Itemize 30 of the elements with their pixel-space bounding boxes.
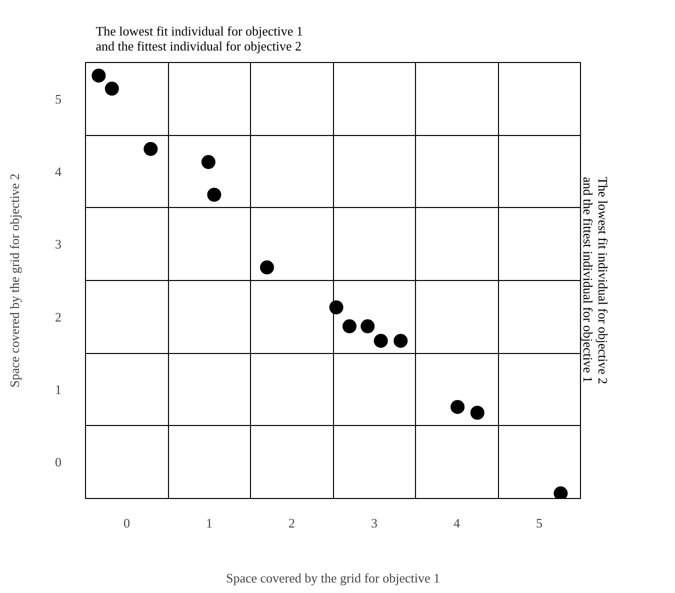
- annotation: The lowest fit individual for objective 2 and the fittest individual for objective 1: [580, 176, 610, 384]
- point: [329, 300, 344, 314]
- y-tick-label: 2: [55, 309, 62, 324]
- annotation: The lowest fit individual for objective 1 and the fittest individual for objective 2: [96, 23, 303, 54]
- x-tick-label: 3: [371, 516, 378, 530]
- x-tick-label: 1: [206, 516, 212, 530]
- x-tick-label: 4: [454, 516, 460, 530]
- point: [144, 142, 158, 156]
- y-tick-label: 5: [55, 91, 62, 106]
- x-tick-label: 0: [124, 516, 130, 530]
- x-tick-label: 5: [536, 516, 542, 530]
- y-axis-title: Space covered by the grid for objective 2: [7, 173, 22, 388]
- point: [554, 486, 568, 498]
- point: [104, 82, 119, 96]
- x-tick-label: 2: [288, 516, 295, 530]
- point: [260, 260, 274, 274]
- point: [207, 188, 222, 202]
- y-tick-label: 3: [55, 236, 62, 252]
- point: [360, 319, 375, 334]
- point: [394, 334, 408, 348]
- y-tick-label: 4: [55, 164, 62, 179]
- point: [92, 68, 106, 83]
- x-axis-title: Space covered by the grid for objective 1: [226, 570, 440, 586]
- point: [470, 406, 484, 420]
- point: [450, 400, 465, 414]
- point: [374, 334, 388, 348]
- y-tick-label: 0: [55, 454, 62, 470]
- y-tick-label: 1: [55, 382, 62, 397]
- point: [342, 319, 356, 334]
- point: [201, 155, 216, 170]
